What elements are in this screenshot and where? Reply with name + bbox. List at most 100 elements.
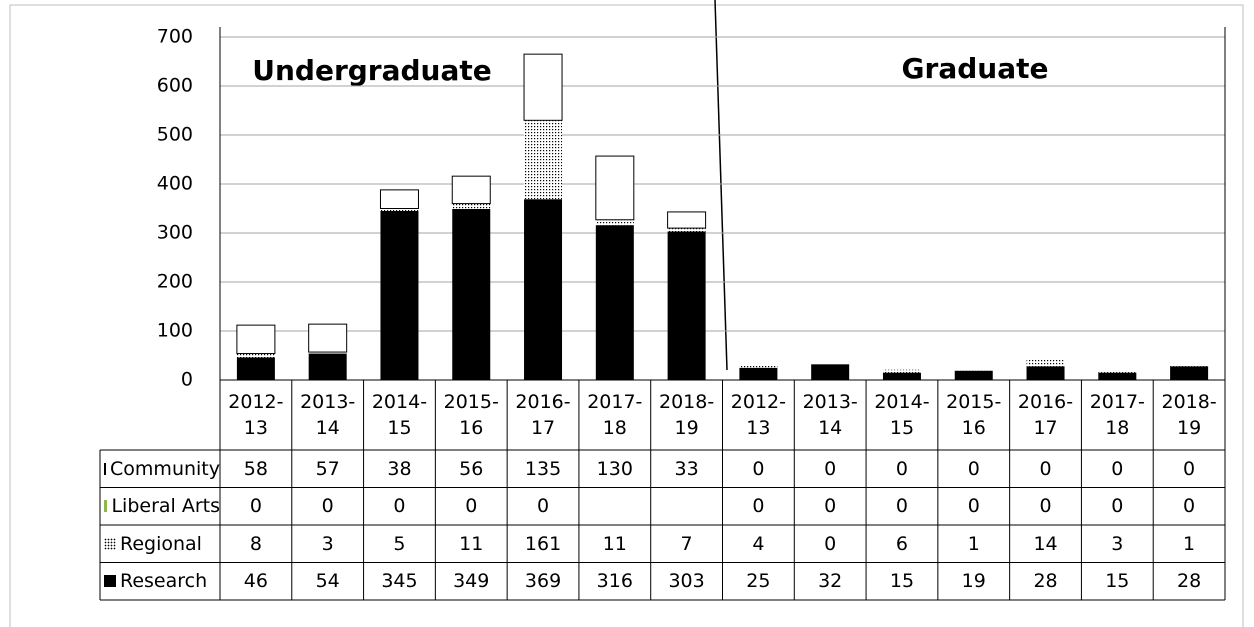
table-value: 0 bbox=[1183, 495, 1196, 518]
table-value: 0 bbox=[824, 495, 837, 518]
category-label: 2015-16 bbox=[443, 391, 499, 439]
bar bbox=[667, 211, 707, 229]
table-value: 32 bbox=[818, 570, 843, 593]
table-value: 54 bbox=[315, 570, 340, 593]
bar bbox=[451, 175, 491, 205]
category-label: 2012-13 bbox=[730, 391, 786, 439]
table-value: 161 bbox=[524, 532, 562, 555]
bar bbox=[882, 372, 921, 380]
bar bbox=[452, 208, 491, 380]
bar bbox=[595, 225, 634, 380]
bar bbox=[308, 352, 347, 354]
bar bbox=[523, 53, 563, 121]
table-value: 38 bbox=[387, 457, 412, 480]
bar bbox=[882, 369, 921, 373]
category-label: 2017-18 bbox=[587, 391, 643, 439]
table-value: 345 bbox=[381, 570, 418, 593]
bar bbox=[595, 155, 635, 221]
legend-key bbox=[104, 462, 107, 475]
divider bbox=[714, 0, 728, 371]
table-value: 5 bbox=[393, 532, 406, 555]
bar bbox=[1170, 366, 1209, 380]
table-value: 0 bbox=[1111, 457, 1124, 480]
legend-key bbox=[104, 575, 116, 588]
category-label: 2016-17 bbox=[1017, 391, 1074, 439]
table-value: 56 bbox=[459, 457, 484, 480]
bar bbox=[739, 365, 778, 368]
bar bbox=[1026, 359, 1065, 367]
legend-label: Regional bbox=[120, 532, 202, 555]
table-value: 28 bbox=[1177, 570, 1202, 593]
bar bbox=[452, 203, 491, 209]
table-value: 3 bbox=[1111, 532, 1124, 555]
category-label: 2015-16 bbox=[946, 391, 1002, 439]
table-value: 0 bbox=[393, 495, 406, 518]
y-tick-label: 700 bbox=[157, 26, 193, 48]
table-value: 369 bbox=[524, 570, 562, 593]
table-value: 28 bbox=[1033, 570, 1058, 593]
table-value: 0 bbox=[967, 495, 980, 518]
bar bbox=[524, 120, 563, 200]
table-value: 25 bbox=[746, 570, 771, 593]
category-label: 2013-14 bbox=[300, 391, 356, 439]
table-value: 0 bbox=[752, 495, 765, 518]
table-value: 135 bbox=[524, 457, 562, 480]
bar bbox=[954, 370, 993, 380]
table-value: 0 bbox=[824, 457, 837, 480]
category-label: 2012-13 bbox=[228, 391, 284, 439]
table-value: 130 bbox=[596, 457, 633, 480]
table-value: 46 bbox=[243, 570, 268, 593]
legend-entry: Liberal Arts bbox=[100, 488, 220, 526]
y-tick-label: 100 bbox=[157, 320, 193, 342]
category-label: 2016-17 bbox=[515, 391, 571, 439]
table-value: 15 bbox=[889, 570, 915, 593]
bar bbox=[524, 199, 563, 380]
y-tick-label: 600 bbox=[157, 75, 193, 97]
bar bbox=[236, 357, 275, 380]
table-value: 0 bbox=[895, 457, 908, 480]
table-value: 4 bbox=[752, 532, 765, 555]
bar bbox=[811, 364, 850, 380]
table-value: 1 bbox=[967, 532, 980, 555]
bar bbox=[1098, 372, 1137, 380]
table-value: 316 bbox=[596, 570, 633, 593]
bar bbox=[667, 231, 706, 380]
table-value: 0 bbox=[1111, 495, 1124, 518]
table-value: 1 bbox=[1183, 532, 1196, 555]
bar bbox=[667, 228, 706, 232]
table-value: 0 bbox=[824, 532, 837, 555]
table-value: 11 bbox=[459, 532, 484, 555]
table-value: 303 bbox=[668, 570, 705, 593]
y-tick-label: 200 bbox=[157, 271, 193, 293]
category-label: 2018-19 bbox=[658, 391, 715, 439]
legend-label: Liberal Arts bbox=[111, 495, 220, 518]
bar bbox=[308, 323, 348, 353]
table-value: 6 bbox=[895, 532, 908, 555]
legend-entry: Research bbox=[100, 563, 220, 601]
table-value: 0 bbox=[1183, 457, 1196, 480]
legend-entry: Community bbox=[100, 450, 220, 488]
bar bbox=[236, 353, 275, 358]
legend-label: Community bbox=[110, 457, 220, 480]
category-label: 2017-18 bbox=[1089, 391, 1145, 439]
bar bbox=[380, 210, 419, 380]
table-value: 0 bbox=[752, 457, 765, 480]
table-value: 0 bbox=[1039, 495, 1052, 518]
table-value: 0 bbox=[536, 495, 550, 518]
bar bbox=[308, 353, 347, 380]
table-value: 33 bbox=[674, 457, 699, 480]
bar bbox=[380, 208, 419, 211]
table-value: 0 bbox=[249, 495, 262, 518]
table-value: 8 bbox=[249, 532, 262, 555]
legend-key bbox=[104, 500, 108, 513]
table-value: 14 bbox=[1033, 532, 1058, 555]
y-tick-label: 300 bbox=[157, 222, 193, 244]
legend-entry: Regional bbox=[100, 525, 220, 563]
table-value: 0 bbox=[465, 495, 478, 518]
table-value: 0 bbox=[1039, 457, 1052, 480]
bar bbox=[739, 367, 778, 380]
table-value: 19 bbox=[961, 570, 986, 593]
category-label: 2014-15 bbox=[874, 391, 930, 439]
table-value: 15 bbox=[1105, 570, 1130, 593]
